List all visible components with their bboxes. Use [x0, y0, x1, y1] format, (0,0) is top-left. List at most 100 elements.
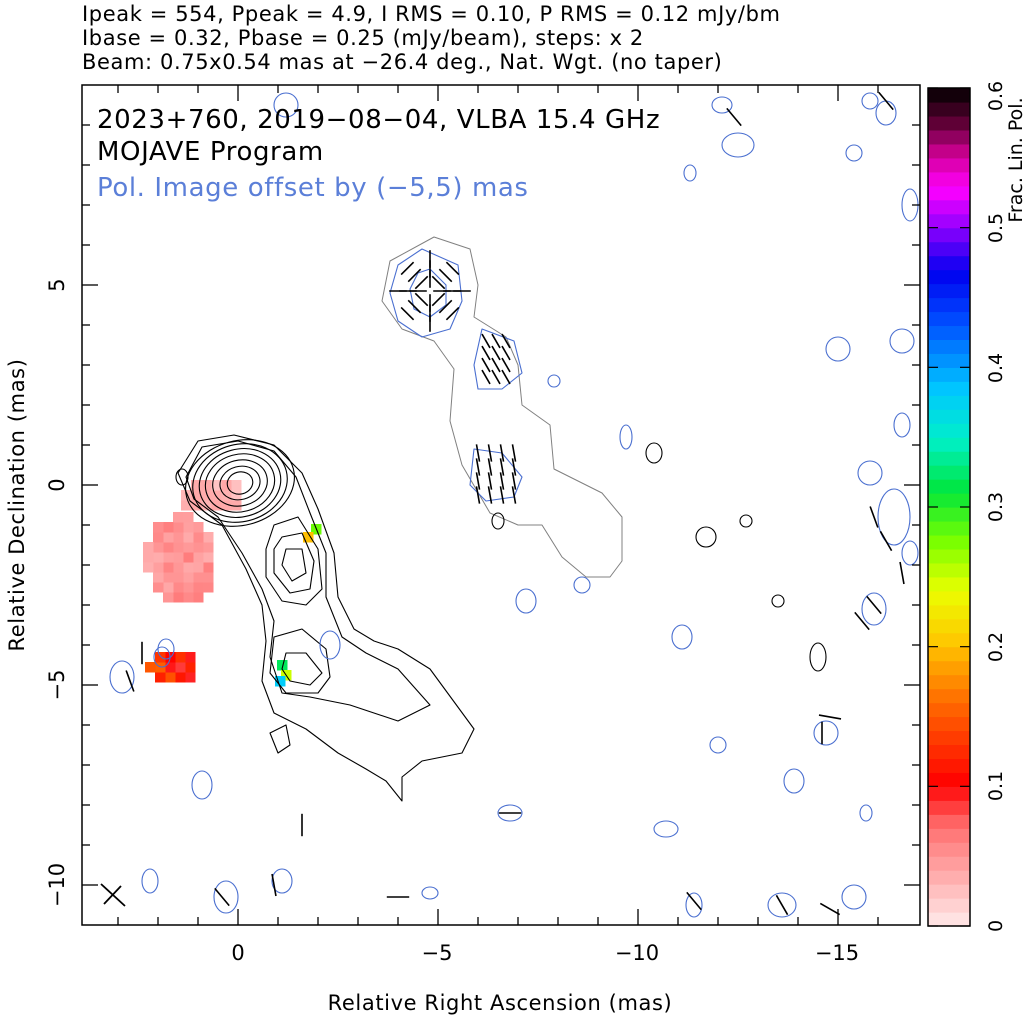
- fracpol-pixel: [143, 552, 154, 563]
- evpa-tick: [492, 358, 500, 372]
- evpa-tick: [401, 307, 413, 319]
- colorbar-step: [928, 186, 970, 201]
- colorbar-step: [928, 800, 970, 815]
- fracpol-pixel: [183, 582, 194, 593]
- noise-contour: [422, 887, 438, 899]
- noise-contour: [686, 893, 702, 917]
- fracpol-pixel: [231, 500, 242, 511]
- fracpol-pixel: [173, 522, 184, 533]
- fracpol-pixel: [173, 562, 184, 573]
- fracpol-pixel: [183, 562, 194, 573]
- fracpol-pixel: [153, 552, 164, 563]
- evpa-tick: [776, 895, 787, 914]
- fracpol-pixel: [173, 542, 184, 553]
- evpa-tick: [415, 276, 427, 288]
- fracpol-pixel: [193, 582, 204, 593]
- colorbar-step: [928, 647, 970, 662]
- fracpol-pixel: [153, 522, 164, 533]
- colorbar-step: [928, 200, 970, 215]
- colorbar-step: [928, 298, 970, 313]
- fracpol-pixel: [203, 552, 214, 563]
- fracpol-pixel: [173, 592, 184, 603]
- fracpol-pixel: [203, 572, 214, 583]
- noise-contour: [890, 329, 914, 353]
- colorbar-tick-label: 0.4: [985, 353, 1007, 383]
- fracpol-pixel: [211, 490, 222, 501]
- fracpol-pixel: [165, 672, 176, 683]
- offset-annotation: Pol. Image offset by (−5,5) mas: [97, 173, 529, 203]
- fracpol-pixel: [175, 662, 186, 673]
- colorbar-step: [928, 451, 970, 466]
- colorbar-step: [928, 214, 970, 229]
- colorbar-tick-label: 0.5: [985, 213, 1007, 243]
- colorbar-tick-label: 0.2: [985, 632, 1007, 662]
- fracpol-pixel: [163, 542, 174, 553]
- colorbar-step: [928, 870, 970, 885]
- colorbar-step: [928, 256, 970, 271]
- fracpol-pixel: [221, 480, 232, 491]
- vlba-polarization-map: 2023+760, 2019−08−04, VLBA 15.4 GHz MOJA…: [0, 0, 1027, 1020]
- x-tick-label: −5: [422, 941, 453, 965]
- x-axis-title: Relative Right Ascension (mas): [328, 991, 673, 1015]
- colorbar-step: [928, 619, 970, 634]
- fracpol-pixel: [175, 672, 186, 683]
- colorbar-step: [928, 884, 970, 899]
- colorbar-step: [928, 842, 970, 857]
- noise-contour: [192, 771, 212, 799]
- fracpol-pixel: [153, 582, 164, 593]
- colorbar-step: [928, 661, 970, 676]
- noise-contour: [110, 661, 134, 693]
- fracpol-pixel: [163, 532, 174, 543]
- colorbar-step: [928, 395, 970, 410]
- noise-contour: [684, 165, 696, 181]
- evpa-tick: [855, 612, 869, 629]
- evpa-tick: [492, 346, 500, 360]
- evpa-tick: [215, 888, 229, 905]
- colorbar-step: [928, 703, 970, 718]
- noise-contour: [654, 821, 678, 837]
- fracpol-pixel: [203, 582, 214, 593]
- colorbar-tick-label: 0.6: [985, 81, 1007, 111]
- colorbar-step: [928, 172, 970, 187]
- colorbar-step: [928, 814, 970, 829]
- colorbar-step: [928, 856, 970, 871]
- fracpol-pixel: [185, 672, 196, 683]
- colorbar-step: [928, 758, 970, 773]
- fracpol-pixel: [163, 592, 174, 603]
- colorbar-step: [928, 577, 970, 592]
- colorbar-step: [928, 409, 970, 424]
- fracpol-pixel: [183, 542, 194, 553]
- colorbar-tick-label: 0.3: [985, 492, 1007, 522]
- fracpol-pixel: [153, 562, 164, 573]
- evpa-ticks: [126, 92, 904, 914]
- evpa-tick: [482, 358, 490, 372]
- colorbar-step: [928, 158, 970, 173]
- x-tick-label: 0: [231, 941, 244, 965]
- fracpol-pixel: [163, 562, 174, 573]
- y-tick-label: 0: [45, 478, 69, 491]
- fracpol-pixel: [193, 552, 204, 563]
- fracpol-pixel: [153, 572, 164, 583]
- colorbar-step: [928, 228, 970, 243]
- fracpol-pixel: [185, 652, 196, 663]
- noise-contour: [142, 869, 158, 893]
- noise-contour: [894, 413, 910, 437]
- colorbar-step: [928, 465, 970, 480]
- fracpol-pixel: [173, 572, 184, 583]
- colorbar-step: [928, 772, 970, 787]
- colorbar-step: [928, 521, 970, 536]
- colorbar-step: [928, 563, 970, 578]
- noise-contour: [320, 631, 340, 659]
- jet-contour: [282, 549, 306, 581]
- colorbar-step: [928, 353, 970, 368]
- colorbar-step: [928, 367, 970, 382]
- fracpol-pixel: [193, 592, 204, 603]
- noise-contour: [710, 737, 726, 753]
- fracpol-pixel: [183, 532, 194, 543]
- noise-contour: [492, 513, 504, 529]
- colorbar-step: [928, 535, 970, 550]
- noise-contour: [772, 595, 784, 607]
- intensity-contours: [176, 428, 474, 801]
- colorbar-step: [928, 284, 970, 299]
- colorbar-tick-label: 0: [985, 920, 1007, 932]
